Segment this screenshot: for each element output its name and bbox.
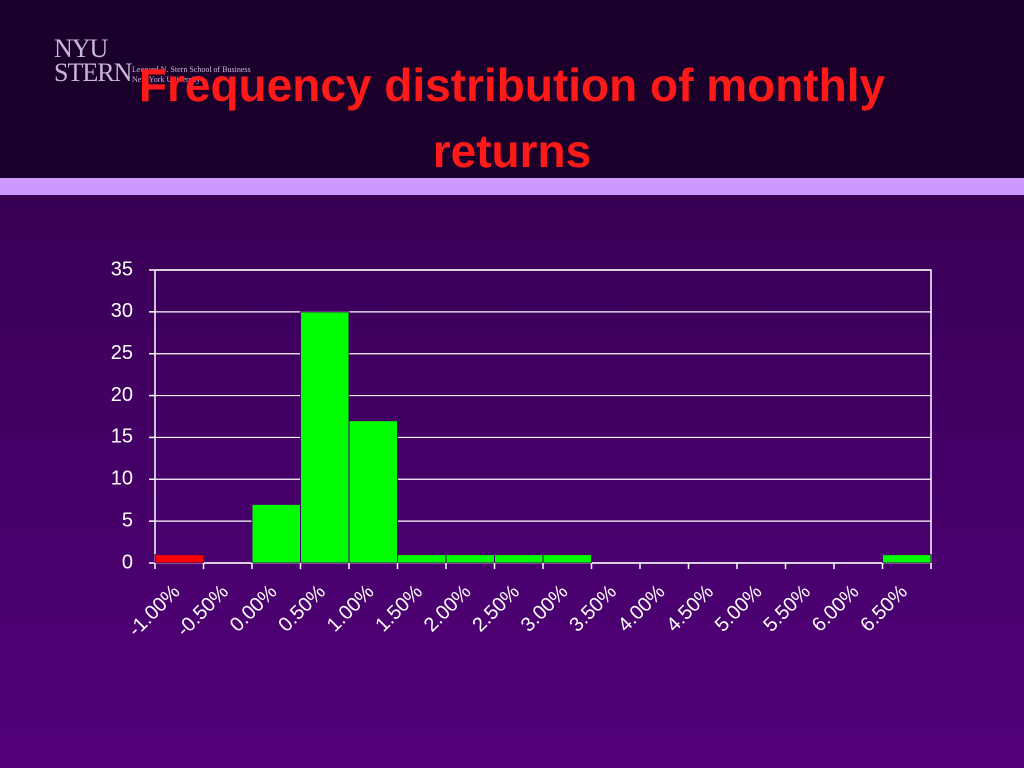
logo-line: Leonard N. Stern School of Business — [132, 65, 251, 74]
x-tick-label: 1.00% — [323, 581, 379, 637]
x-tick-label: 2.00% — [420, 581, 476, 637]
x-tick-label: -0.50% — [173, 581, 234, 642]
x-tick-label: 5.50% — [759, 581, 815, 637]
x-tick-label: 6.50% — [856, 581, 912, 637]
y-tick-label: 35 — [111, 258, 133, 280]
bar — [494, 554, 544, 564]
logo-nyu: NYU — [54, 34, 108, 63]
y-tick-label: 10 — [111, 468, 133, 490]
x-tick-label: 0.50% — [274, 581, 330, 637]
logo-stern: STERN — [54, 58, 132, 87]
bar — [397, 554, 447, 564]
bar — [154, 554, 204, 564]
bar — [882, 554, 932, 564]
x-tick-label: 6.00% — [808, 581, 864, 637]
header-band — [0, 0, 1024, 178]
bar — [251, 503, 301, 564]
chart-title: Frequency distribution of monthly return… — [138, 59, 886, 177]
x-tick-label: 5.00% — [711, 581, 767, 637]
x-tick-label: 4.00% — [614, 581, 670, 637]
x-tick-label: 0.00% — [226, 581, 282, 637]
bar — [300, 311, 350, 564]
y-tick-label: 15 — [111, 426, 133, 448]
bar — [542, 554, 592, 564]
y-tick-label: 25 — [111, 342, 133, 364]
x-tick-label: -1.00% — [124, 581, 185, 642]
x-tick-label: 4.50% — [662, 581, 718, 637]
x-tick-label: 1.50% — [371, 581, 427, 637]
header-stripe — [0, 178, 1024, 195]
x-tick-label: 3.00% — [517, 581, 573, 637]
bar — [348, 420, 398, 564]
y-tick-label: 5 — [122, 509, 133, 531]
y-tick-label: 30 — [111, 300, 133, 322]
logo-line: New York University — [132, 75, 201, 84]
y-tick-label: 0 — [122, 551, 133, 573]
x-tick-label: 2.50% — [468, 581, 524, 637]
y-tick-label: 20 — [111, 384, 133, 406]
bar — [445, 554, 495, 564]
x-tick-label: 3.50% — [565, 581, 621, 637]
